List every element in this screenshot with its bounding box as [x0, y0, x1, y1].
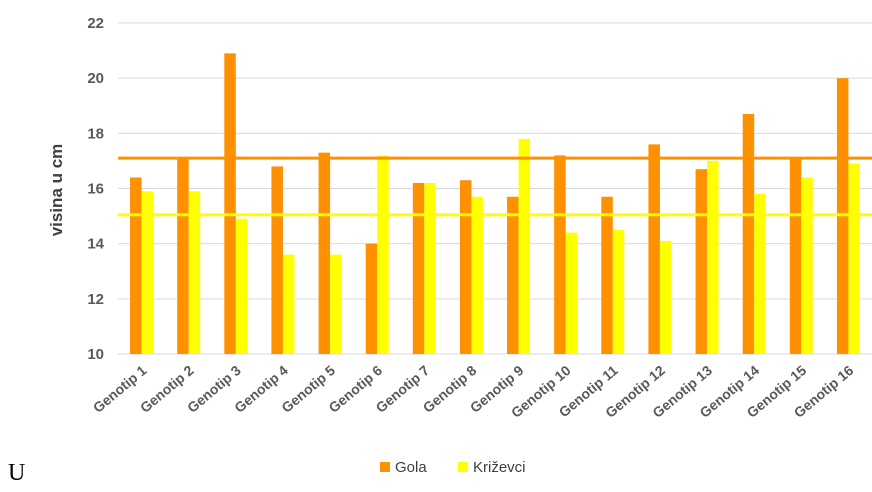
bar-krizevci-6 [377, 155, 389, 354]
bars [130, 53, 860, 355]
legend-swatch-krizevci [458, 462, 468, 472]
bar-gola-6 [365, 243, 378, 354]
bar-krizevci-7 [424, 182, 436, 354]
bar-krizevci-3 [235, 218, 248, 354]
y-tick-label: 18 [87, 125, 104, 142]
bar-krizevci-8 [471, 196, 483, 354]
legend: Gola Križevci [380, 459, 526, 476]
y-axis-ticks: 10 12 14 16 18 20 22 [87, 15, 104, 363]
bar-krizevci-14 [754, 194, 766, 354]
bar-gola-13 [695, 169, 708, 354]
bar-krizevci-13 [707, 160, 719, 354]
bar-krizevci-12 [659, 240, 672, 354]
bar-gola-3 [224, 53, 236, 354]
legend-label-krizevci: Križevci [473, 459, 526, 476]
bar-krizevci-11 [612, 229, 625, 354]
bar-gola-1 [130, 177, 142, 354]
y-tick-label: 16 [87, 181, 104, 198]
bar-gola-15 [789, 158, 802, 354]
y-tick-label: 22 [87, 15, 104, 32]
bar-gola-5 [318, 152, 331, 354]
legend-label-gola: Gola [395, 459, 427, 476]
bar-krizevci-4 [282, 254, 295, 354]
bar-gola-11 [601, 196, 613, 354]
bar-krizevci-2 [188, 191, 201, 354]
bar-krizevci-5 [330, 254, 342, 354]
bar-gola-4 [271, 166, 283, 354]
bar-gola-8 [459, 180, 472, 354]
bar-krizevci-10 [565, 232, 578, 354]
y-tick-label: 12 [87, 291, 104, 308]
bar-gola-12 [648, 144, 660, 354]
bar-krizevci-1 [141, 191, 154, 354]
y-tick-label: 14 [87, 236, 104, 253]
y-tick-label: 10 [87, 346, 104, 363]
bar-gola-7 [412, 182, 425, 354]
bar-gola-2 [177, 158, 189, 354]
bar-gola-10 [554, 155, 566, 354]
y-tick-label: 20 [87, 70, 104, 87]
y-axis-label: visina u cm [47, 144, 66, 237]
legend-swatch-gola [380, 462, 390, 472]
bar-krizevci-15 [801, 177, 813, 354]
bar-gola-14 [742, 114, 755, 355]
bar-krizevci-9 [518, 138, 531, 354]
bar-krizevci-16 [848, 163, 860, 354]
reference-lines [118, 156, 872, 217]
bar-gola-9 [507, 196, 519, 354]
stray-text: U [8, 460, 26, 486]
